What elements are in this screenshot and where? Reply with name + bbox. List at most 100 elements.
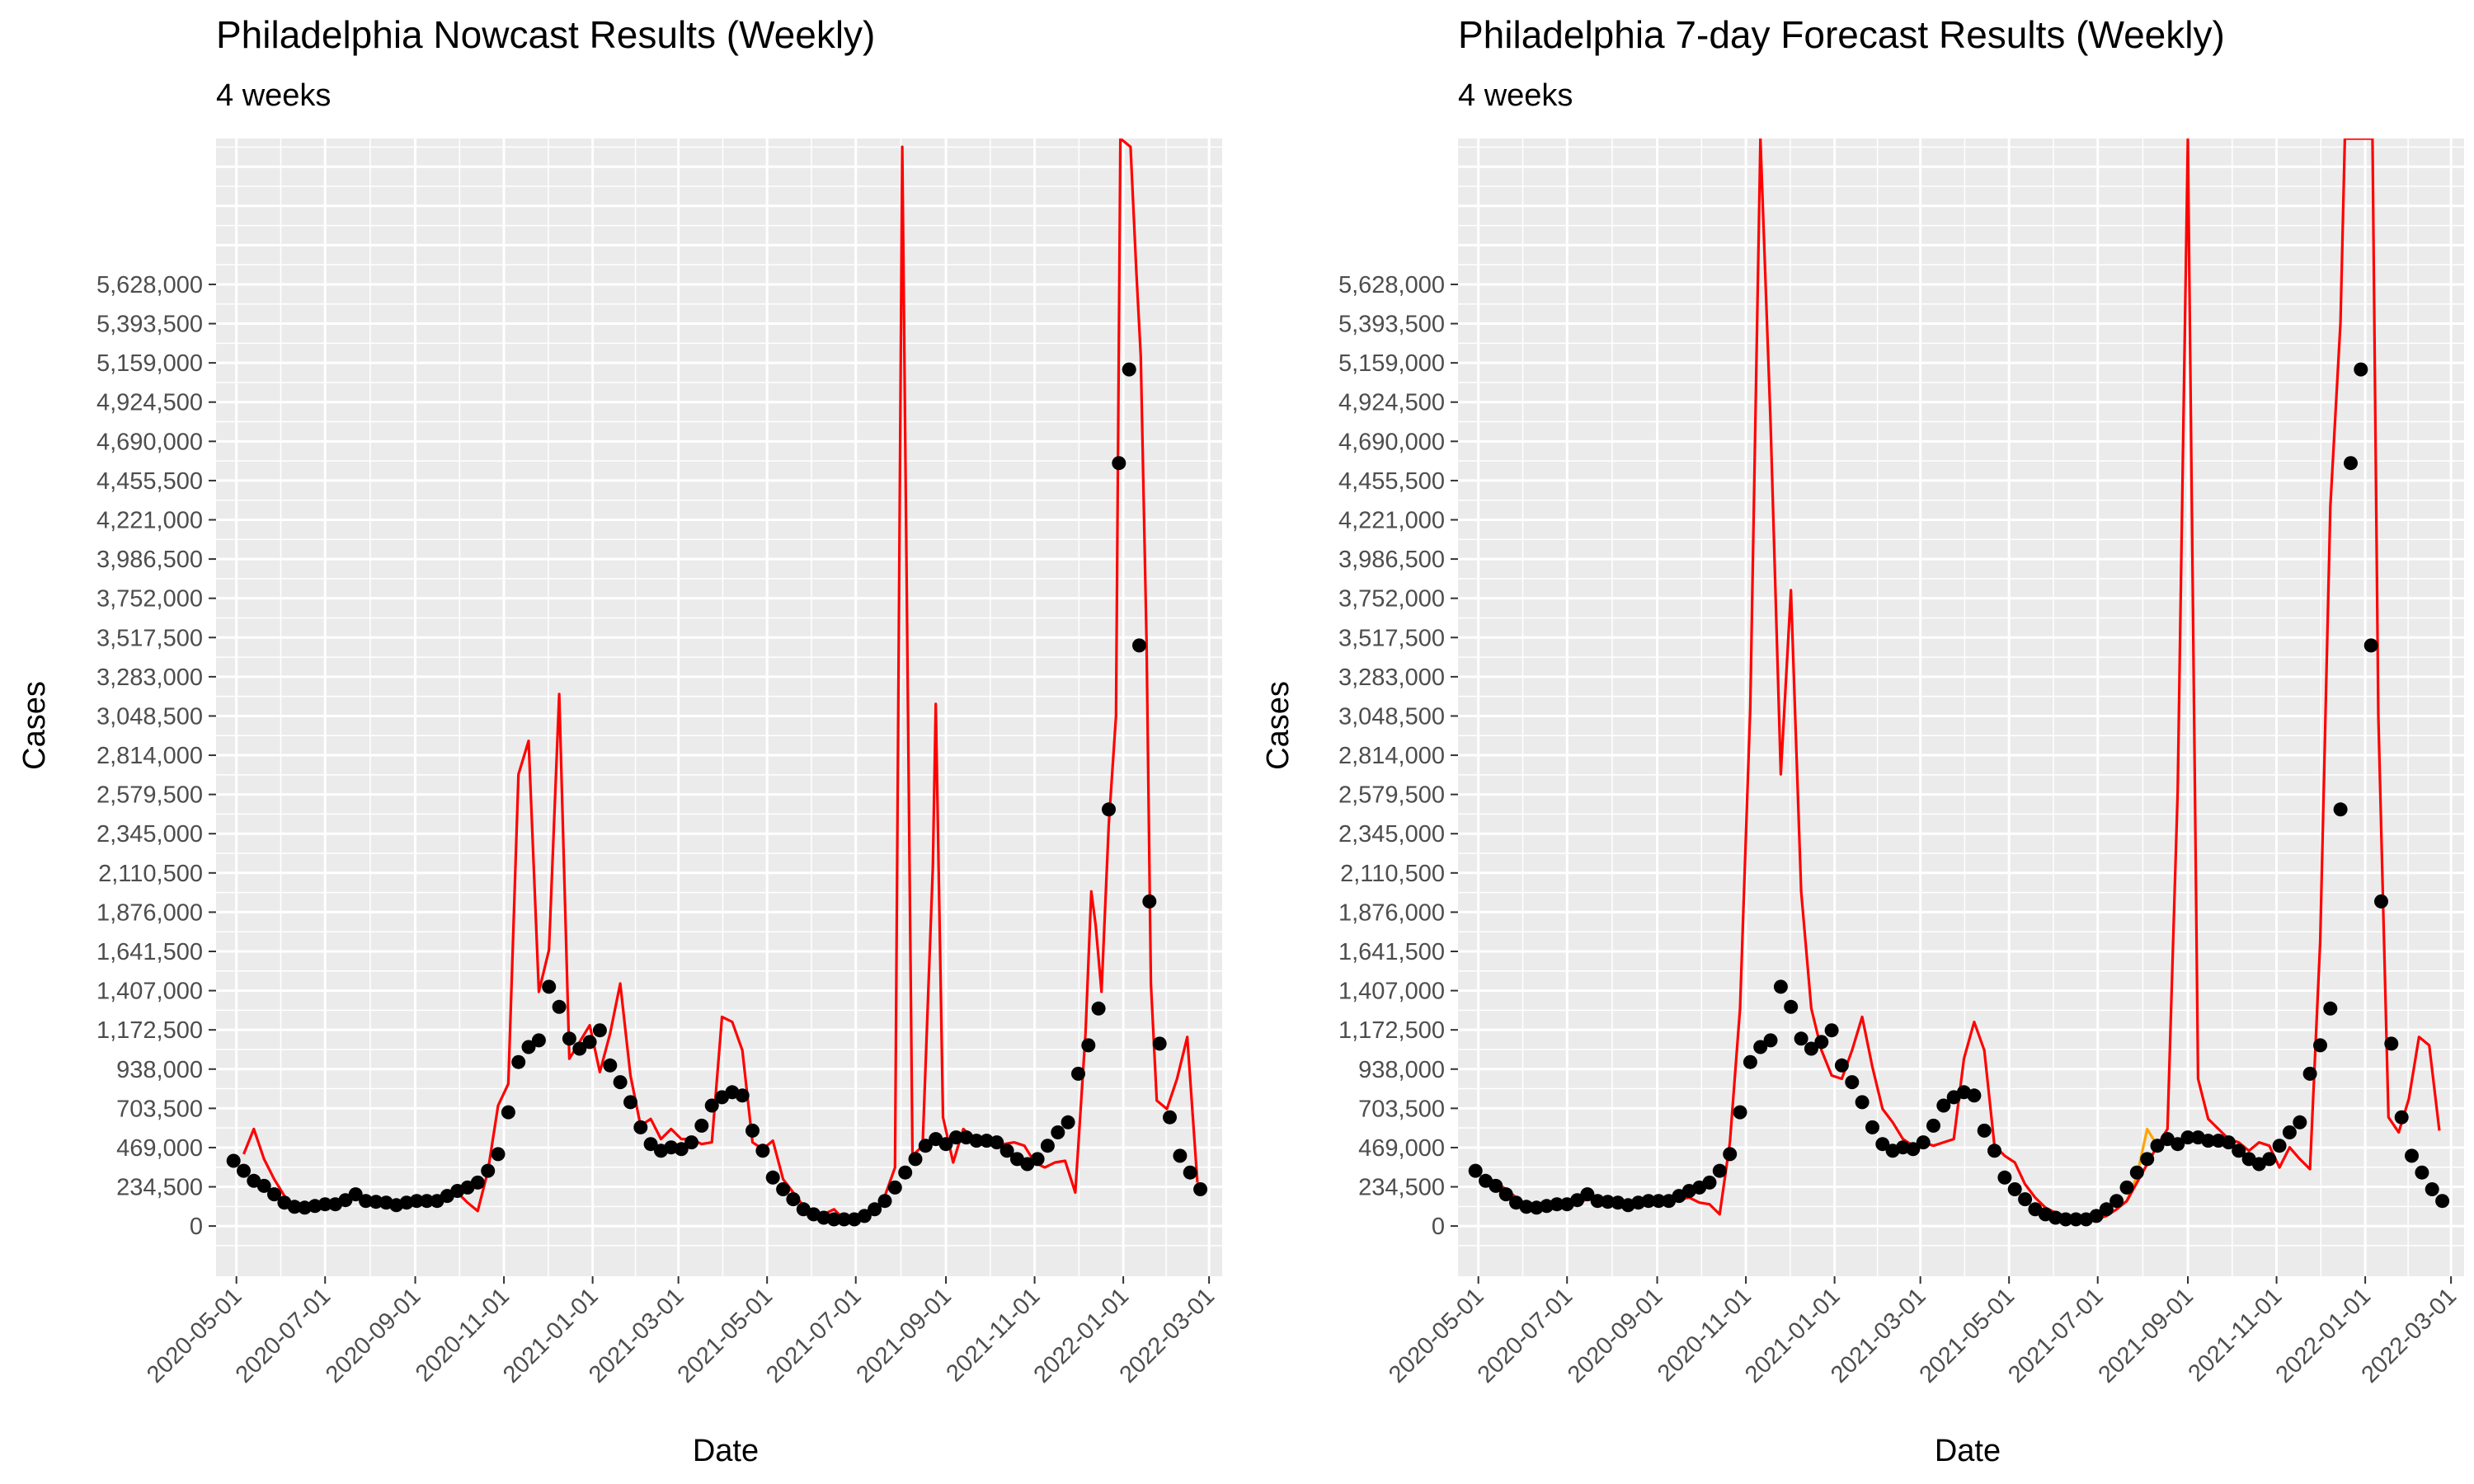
data-point [2171,1137,2185,1152]
data-point [338,1193,353,1208]
y-axis-title: Cases [17,681,52,770]
data-point [1723,1147,1738,1162]
data-point [1102,802,1116,817]
data-point [908,1152,923,1167]
y-tick-label: 3,517,500 [1338,625,1445,651]
data-point [603,1058,618,1073]
data-point [256,1178,271,1193]
y-tick-label: 5,159,000 [96,350,203,377]
data-point [684,1135,698,1150]
data-point [348,1187,363,1202]
data-point [776,1182,791,1196]
y-tick-label: 0 [190,1214,203,1240]
data-point [1763,1033,1778,1048]
data-point [491,1147,506,1162]
y-tick-label: 2,110,500 [1340,861,1445,887]
data-point [562,1031,576,1046]
data-point [1997,1170,2012,1185]
x-tick-label: 2021-07-01 [2003,1283,2109,1388]
y-tick-label: 4,924,500 [96,390,203,416]
data-point [2415,1165,2429,1180]
data-point [2394,1110,2409,1125]
data-point [1733,1105,1747,1120]
y-tick-label: 4,455,500 [1338,468,1445,495]
data-point [1519,1200,1534,1214]
data-point [1183,1165,1197,1180]
data-point [1977,1123,1992,1138]
y-tick-label: 1,407,000 [1338,979,1445,1005]
data-point [2323,1001,2338,1016]
data-point [745,1123,760,1138]
data-point [1804,1041,1818,1056]
data-point [511,1054,526,1069]
data-point [1489,1178,1503,1193]
data-point [2232,1144,2246,1158]
data-point [1651,1194,1666,1209]
y-tick-label: 1,876,000 [96,899,203,926]
data-point [643,1137,658,1152]
data-point [969,1134,984,1148]
x-axis-title: Date [693,1434,759,1468]
data-point [552,999,567,1014]
y-tick-label: 4,221,000 [96,508,203,534]
data-point [287,1200,302,1214]
y-tick-label: 3,517,500 [96,625,203,651]
data-point [542,979,557,994]
data-point [1702,1175,1717,1190]
chart-title: Philadelphia 7-day Forecast Results (Wee… [1458,13,2225,56]
data-point [501,1105,515,1120]
y-tick-label: 2,814,000 [96,743,203,769]
data-point [674,1142,689,1157]
data-point [572,1041,587,1056]
y-tick-label: 1,876,000 [1338,899,1445,926]
data-point [1030,1152,1045,1167]
data-point [2272,1139,2287,1153]
data-point [2262,1152,2277,1167]
data-point [1590,1194,1605,1209]
data-point [694,1118,709,1133]
y-tick-label: 3,048,500 [1338,703,1445,730]
data-point [1936,1098,1951,1113]
data-point [582,1035,597,1050]
data-point [592,1023,607,1038]
data-point [1712,1163,1727,1178]
y-tick-label: 0 [1432,1214,1445,1240]
y-tick-label: 3,283,000 [96,665,203,691]
data-point [877,1194,892,1209]
data-point [898,1165,913,1180]
y-tick-label: 3,752,000 [96,586,203,613]
data-point [531,1033,546,1048]
data-point [2099,1202,2114,1217]
data-point [868,1202,882,1217]
data-point [918,1139,933,1153]
y-tick-label: 5,628,000 [96,272,203,298]
data-point [948,1130,963,1145]
data-point [2293,1115,2307,1129]
data-point [420,1194,435,1209]
data-point [2058,1212,2073,1227]
data-point [2221,1135,2236,1150]
data-point [1814,1035,1829,1050]
data-point [1753,1040,1768,1054]
x-tick-label: 2020-07-01 [231,1283,336,1388]
y-tick-label: 469,000 [116,1135,203,1162]
data-point [2384,1036,2399,1051]
data-point [2363,638,2378,653]
y-tick-label: 234,500 [1358,1175,1445,1201]
data-point [704,1098,719,1113]
data-point [1081,1038,1096,1053]
x-tick-label: 2021-09-01 [851,1283,957,1388]
y-tick-label: 5,393,500 [96,312,203,338]
data-point [1570,1193,1585,1208]
data-point [2018,1192,2033,1207]
data-point [267,1187,281,1202]
y-tick-label: 1,641,500 [96,939,203,965]
data-point [857,1209,872,1223]
data-point [1824,1023,1839,1038]
data-point [1580,1187,1595,1202]
data-point [1926,1118,1940,1133]
x-tick-label: 2020-07-01 [1473,1283,1578,1388]
data-point [2425,1182,2439,1196]
y-tick-label: 5,628,000 [1338,272,1445,298]
